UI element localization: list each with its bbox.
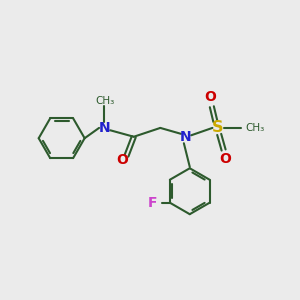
Text: O: O [204,90,216,104]
Text: F: F [147,196,157,210]
Text: CH₃: CH₃ [245,123,264,133]
Text: N: N [179,130,191,144]
Text: S: S [212,120,224,135]
Text: O: O [219,152,231,166]
Text: N: N [98,121,110,135]
Text: O: O [116,153,128,167]
Text: CH₃: CH₃ [95,96,115,106]
